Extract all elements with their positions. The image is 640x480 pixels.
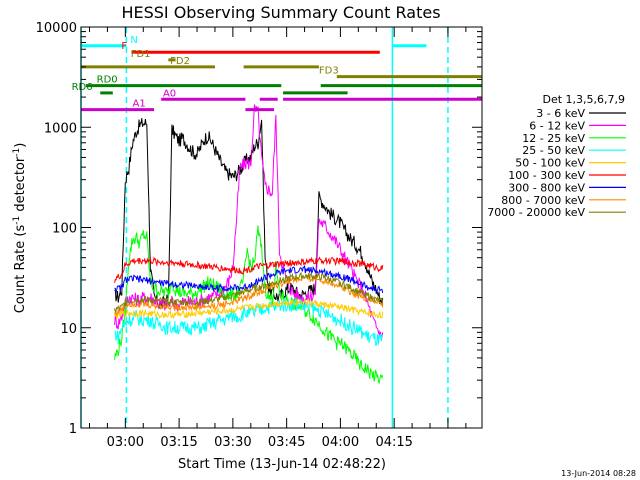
x-tick-label: 03:30 [214, 435, 251, 450]
y-tick-label: 10000 [36, 21, 77, 36]
x-tick-label: 03:15 [160, 435, 197, 450]
legend-label: 50 - 100 keV [515, 157, 585, 170]
x-tick-label: 04:15 [375, 435, 412, 450]
mode-bar-label: RD0 [97, 75, 118, 86]
y-tick-label: 100 [52, 222, 77, 237]
y-axis-label-part2: detector [13, 156, 28, 216]
mode-bar-label: FD3 [319, 66, 339, 77]
x-axis-label: Start Time (13-Jun-14 02:48:22) [178, 457, 386, 472]
series-layer [114, 104, 384, 385]
series-line [114, 298, 384, 321]
series-line [114, 264, 384, 295]
series-line [114, 225, 384, 385]
legend-label: 7000 - 20000 keV [487, 206, 585, 219]
legend-label: 100 - 300 keV [508, 169, 585, 182]
x-tick-label: 04:00 [322, 435, 359, 450]
chart-title: HESSI Observing Summary Count Rates [121, 3, 440, 22]
y-axis-label-part3: ) [13, 143, 28, 148]
x-tick-label: 03:45 [268, 435, 305, 450]
mode-bars-layer: NF FD1 FD2 FD3 RD0 RD6 A0 A1 [72, 35, 482, 112]
legend-label: 300 - 800 keV [508, 181, 585, 194]
mode-bar-label: N [130, 35, 137, 46]
mode-bar-label: A1 [133, 99, 146, 110]
y-axis-label-part1: Count Rate (s [13, 225, 28, 314]
y-axis-label-sup2: -1 [12, 148, 22, 157]
timestamp: 13-Jun-2014 08:28 [561, 469, 636, 478]
x-axis: 03:00 03:15 03:30 03:45 04:00 04:15 [88, 27, 467, 450]
legend-label: 6 - 12 keV [529, 119, 585, 132]
legend-title: Det 1,3,5,6,7,9 [542, 93, 625, 106]
legend-label: 25 - 50 keV [522, 144, 585, 157]
mode-bar-label: FD1 [131, 49, 151, 60]
y-axis: 1 10 100 1000 10000 [36, 21, 482, 437]
x-tick-label: 03:00 [107, 435, 144, 450]
y-tick-label: 1 [69, 422, 77, 437]
mode-bar-label: FD2 [170, 56, 190, 67]
legend-label: 3 - 6 keV [536, 107, 585, 120]
series-line [114, 118, 384, 310]
legend-label: 800 - 7000 keV [501, 194, 585, 207]
mode-bar-label: A0 [163, 88, 176, 99]
series-line [114, 256, 384, 284]
y-axis-label-sup1: -1 [12, 216, 22, 225]
series-line [114, 271, 384, 314]
y-tick-label: 1000 [44, 121, 77, 136]
y-axis-label: Count Rate (s-1 detector-1) [12, 143, 28, 314]
mode-bar-label: RD6 [72, 82, 93, 93]
series-line [114, 274, 384, 317]
mode-bar-label: F [121, 41, 127, 52]
legend-label: 12 - 25 keV [522, 132, 585, 145]
series-line [114, 104, 384, 341]
y-tick-label: 10 [60, 322, 77, 337]
